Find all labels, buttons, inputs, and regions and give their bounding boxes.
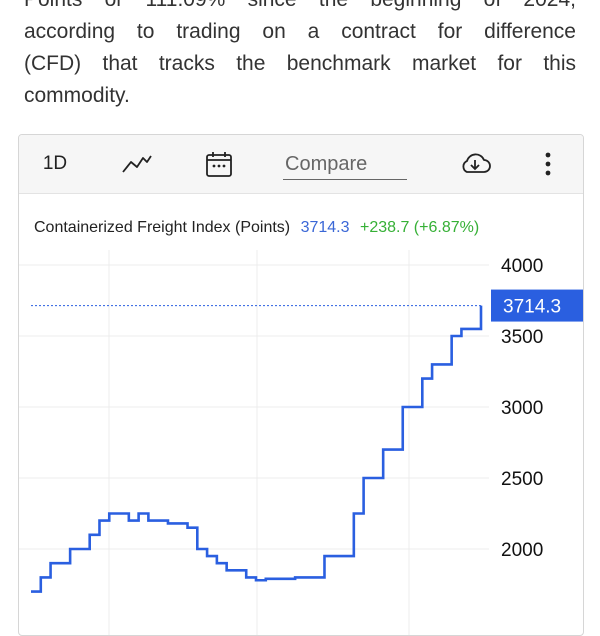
compare-input[interactable]: Compare: [283, 149, 407, 180]
calendar-icon[interactable]: [197, 135, 241, 193]
article-line: commodity.: [24, 84, 130, 107]
y-tick-label: 3500: [501, 327, 543, 348]
last-value-tag: [491, 289, 583, 322]
price-series-line: [31, 305, 483, 593]
cloud-download-icon[interactable]: [453, 135, 497, 193]
chart-toolbar: 1D Compare: [19, 135, 583, 194]
chart-legend: Containerized Freight Index (Points) 371…: [34, 219, 479, 237]
time-range-button[interactable]: 1D: [42, 153, 68, 174]
series-value: 3714.3: [300, 219, 350, 236]
article-line: Points or 111.09% since the beginning of…: [24, 0, 576, 16]
article-text: Points or 111.09% since the beginning of…: [24, 0, 576, 112]
y-tick-label: 4000: [501, 256, 543, 277]
chart-plot-area[interactable]: 4000 3500 3000 2500 2000 3714.3: [19, 135, 583, 635]
article-line: according to trading on a contract for d…: [24, 20, 576, 43]
article-paragraph: Points or 111.09% since the beginning of…: [24, 0, 576, 112]
line-chart-icon[interactable]: [117, 135, 157, 193]
series-change: +238.7 (+6.87%): [359, 219, 480, 236]
y-tick-label: 3000: [501, 398, 543, 419]
more-options-icon[interactable]: [533, 135, 563, 193]
y-tick-label: 2500: [501, 469, 543, 490]
chart-widget: 1D Compare: [18, 134, 584, 636]
article-line: (CFD) that tracks the benchmark market f…: [24, 52, 576, 75]
y-tick-label: 2000: [501, 540, 543, 561]
last-value-tag-label: 3714.3: [503, 297, 561, 318]
series-name: Containerized Freight Index (Points): [34, 219, 291, 236]
